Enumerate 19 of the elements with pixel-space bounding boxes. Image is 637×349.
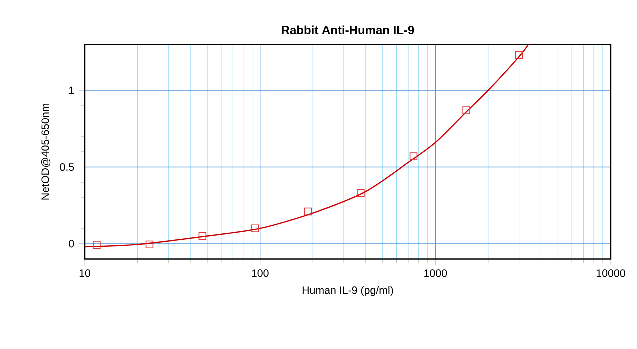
point — [304, 208, 312, 216]
y-tick-label: 1 — [69, 86, 74, 94]
point — [252, 224, 260, 232]
x-tick-label: 10000 — [596, 270, 626, 278]
point — [515, 51, 524, 60]
x-tick-label: 100 — [252, 270, 269, 278]
point — [462, 106, 470, 114]
point — [93, 242, 101, 250]
y-tick-label: 0 — [69, 240, 74, 248]
y-axis-title: NetOD@405-650nm — [41, 104, 51, 200]
x-tick-label: 10 — [80, 270, 91, 278]
point — [357, 189, 365, 198]
point — [410, 152, 418, 160]
point — [198, 232, 207, 240]
y-tick-label: 0.5 — [60, 163, 74, 172]
x-axis-title: Human IL-9 (pg/ml) — [302, 286, 394, 296]
point — [146, 240, 154, 249]
chart-title: Rabbit Anti-Human IL-9 — [282, 26, 414, 35]
x-tick-label: 1000 — [424, 270, 448, 278]
